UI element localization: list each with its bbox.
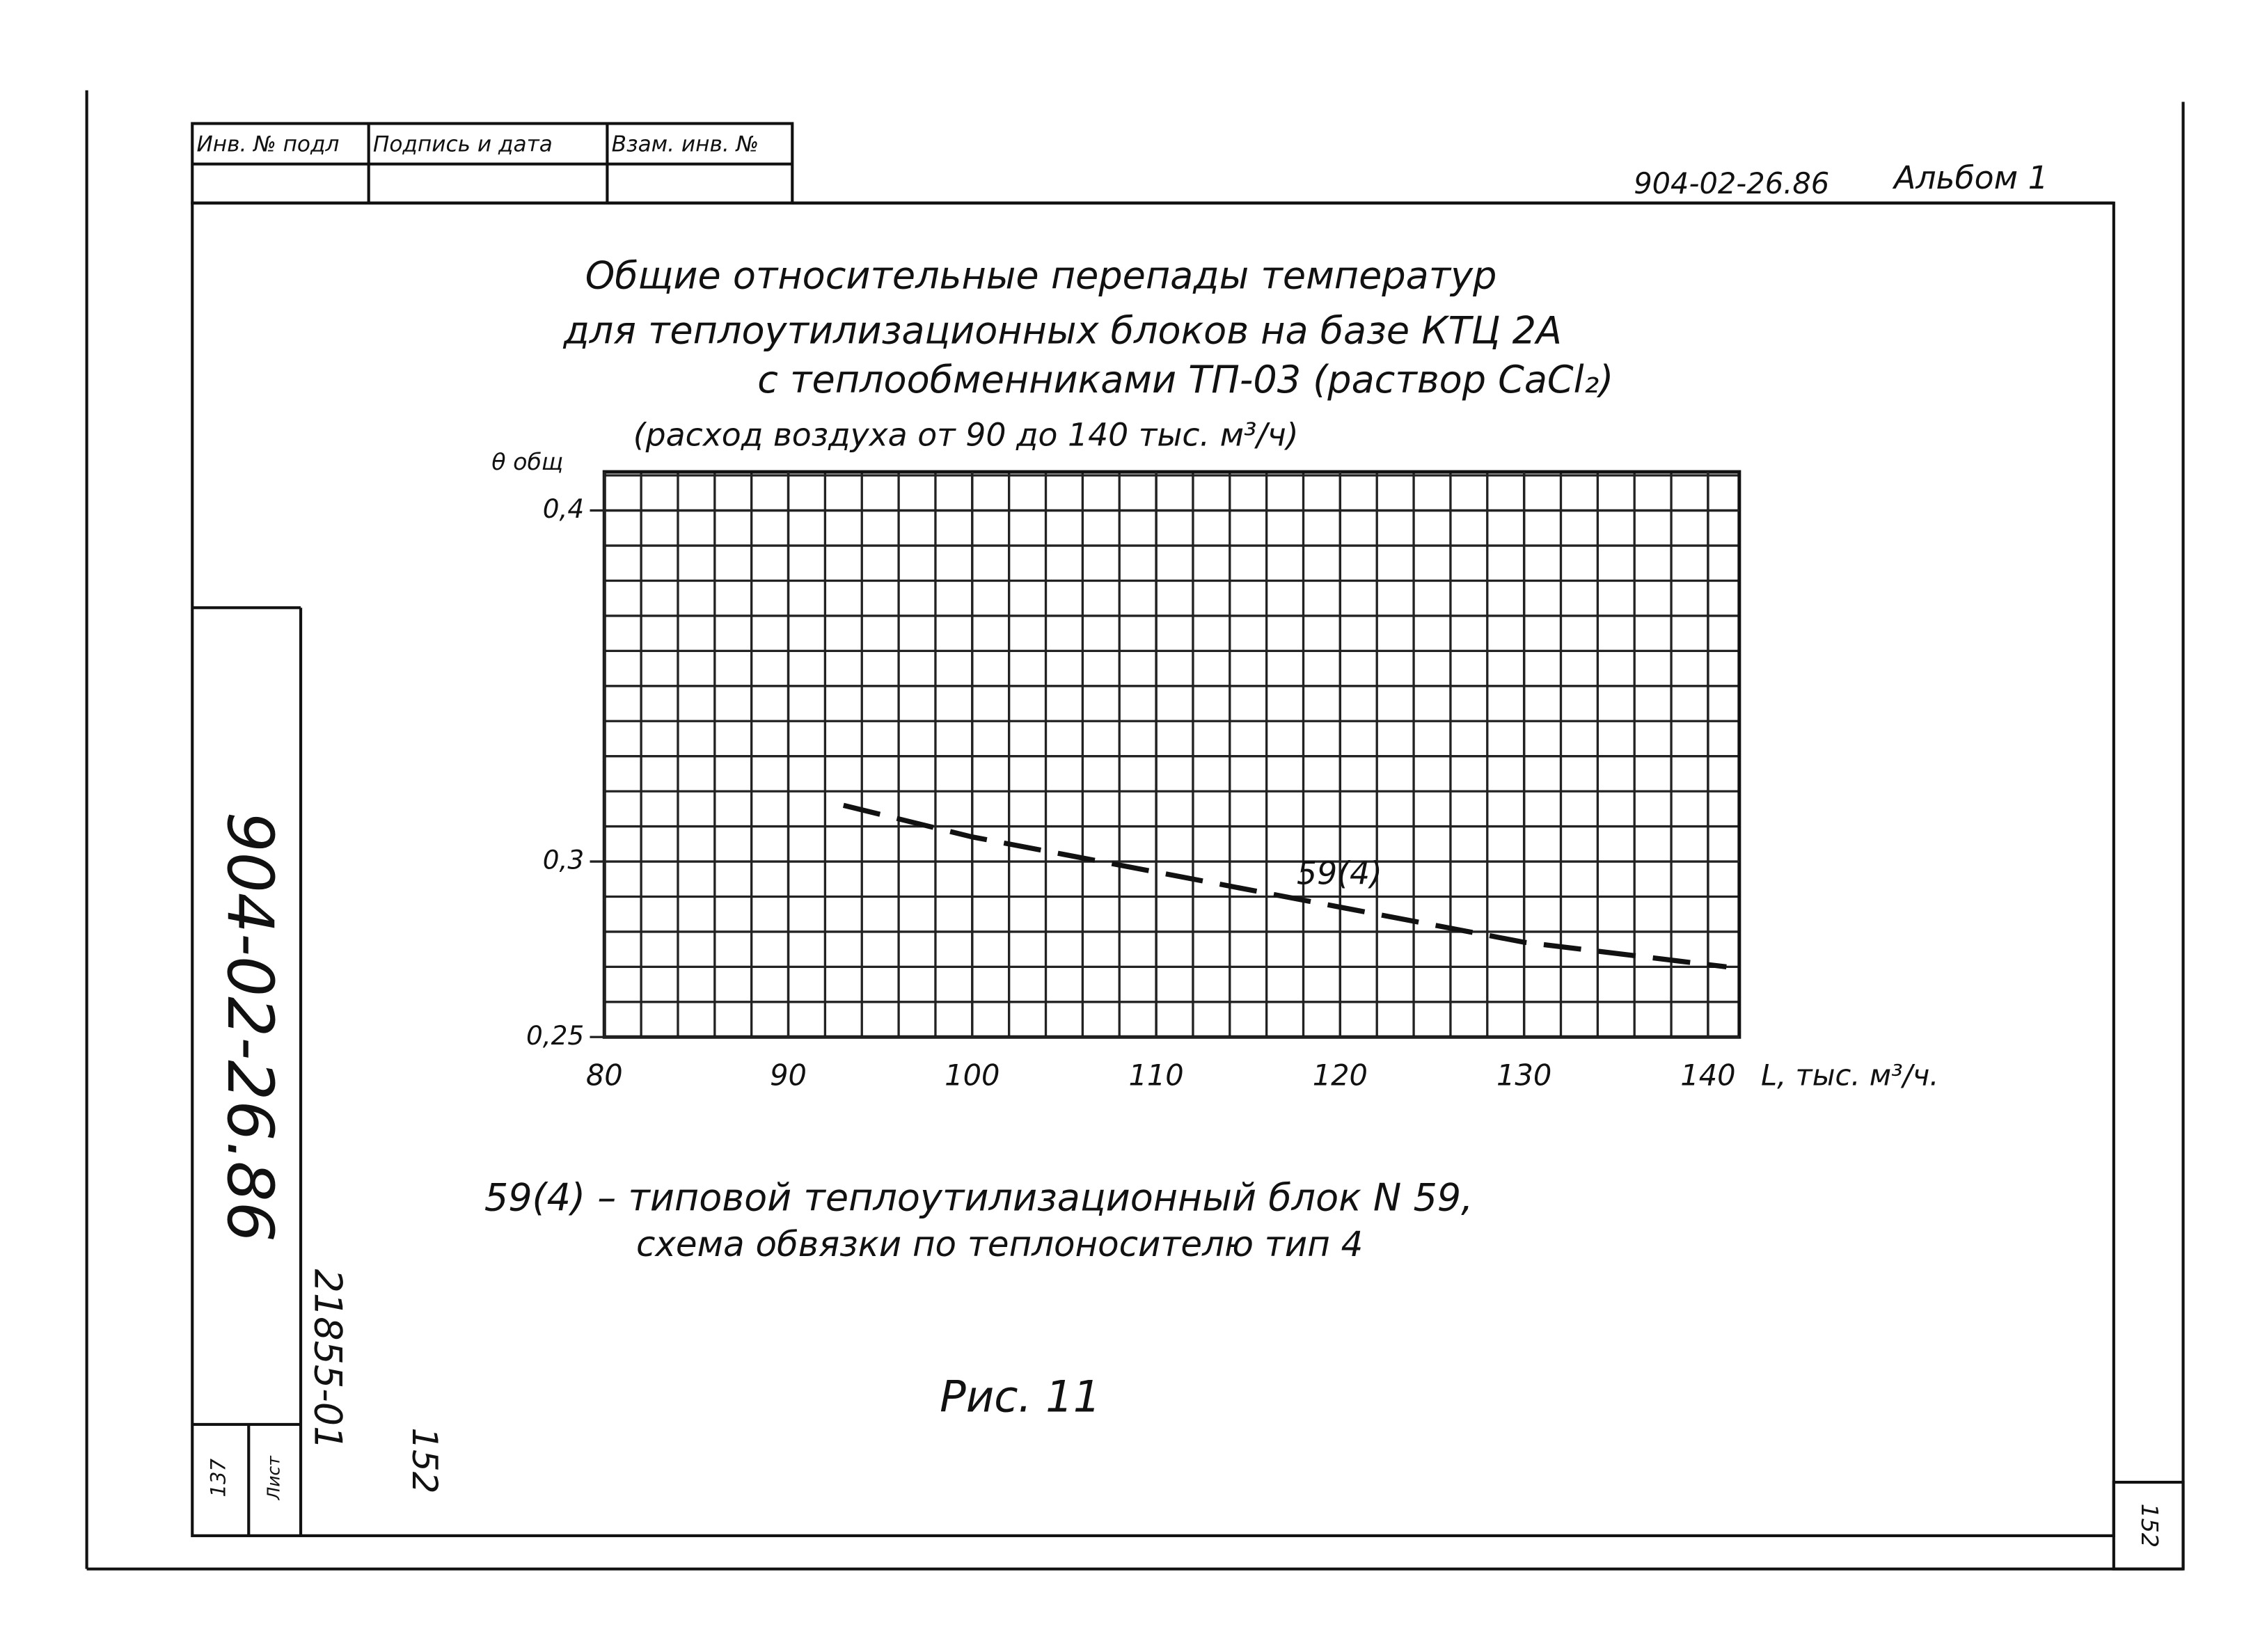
stamp-page: 152 (404, 1427, 445, 1493)
x-tick-label: 100 (945, 1058, 1000, 1092)
header-cell: Подпись и дата (373, 132, 553, 157)
x-axis-label: L, тыс. м³/ч. (1761, 1058, 1938, 1092)
note: схема обвязки по теплоносителю тип 4 (636, 1224, 1363, 1264)
plot-border (602, 470, 1741, 1039)
header-cell: Инв. № подл (196, 132, 339, 157)
figure-caption: Рис. 11 (940, 1372, 1100, 1422)
chart-title: для теплоутилизационных блоков на базе К… (562, 308, 1561, 352)
x-tick-label: 110 (1128, 1058, 1183, 1092)
note: 59(4) – типовой теплоутилизационный блок… (484, 1176, 1473, 1220)
y-tick-label: 0,3 (543, 845, 584, 875)
series-line (842, 802, 1727, 969)
chart-title: Общие относительные перепады температур (585, 253, 1497, 297)
x-tick-label: 140 (1680, 1058, 1735, 1092)
y-tick-label: 0,4 (543, 493, 584, 524)
document-code: 904-02-26.86 (1634, 166, 1829, 200)
album: Альбом 1 (1892, 159, 2048, 196)
header-cell: Взам. инв. № (612, 132, 759, 157)
corner-page: 152 (2136, 1504, 2163, 1548)
sheet-label: Лист (264, 1455, 284, 1501)
stamp-code: 904-02-26.86 (213, 812, 287, 1242)
y-axis-label: θ общ (491, 448, 563, 475)
frame (85, 90, 2185, 1571)
x-tick-label: 80 (586, 1058, 623, 1092)
y-tick-label: 0,25 (526, 1020, 584, 1051)
x-tick-label: 130 (1496, 1058, 1551, 1092)
sheet-number: 137 (207, 1459, 230, 1498)
plot: 80 90 100 110 120 130 140 0,25 0,3 0,4 59(4) (526, 470, 1741, 1092)
x-tick-label: 90 (770, 1058, 807, 1092)
chart-subtitle: (расход воздуха от 90 до 140 тыс. м³/ч) (633, 417, 1299, 454)
series-label: 59(4) (1297, 855, 1382, 891)
x-tick-label: 120 (1313, 1058, 1368, 1092)
stamp-number: 21855-01 (306, 1269, 350, 1450)
chart-title: с теплообменниками ТП-03 (раствор CaCl₂) (757, 358, 1613, 402)
